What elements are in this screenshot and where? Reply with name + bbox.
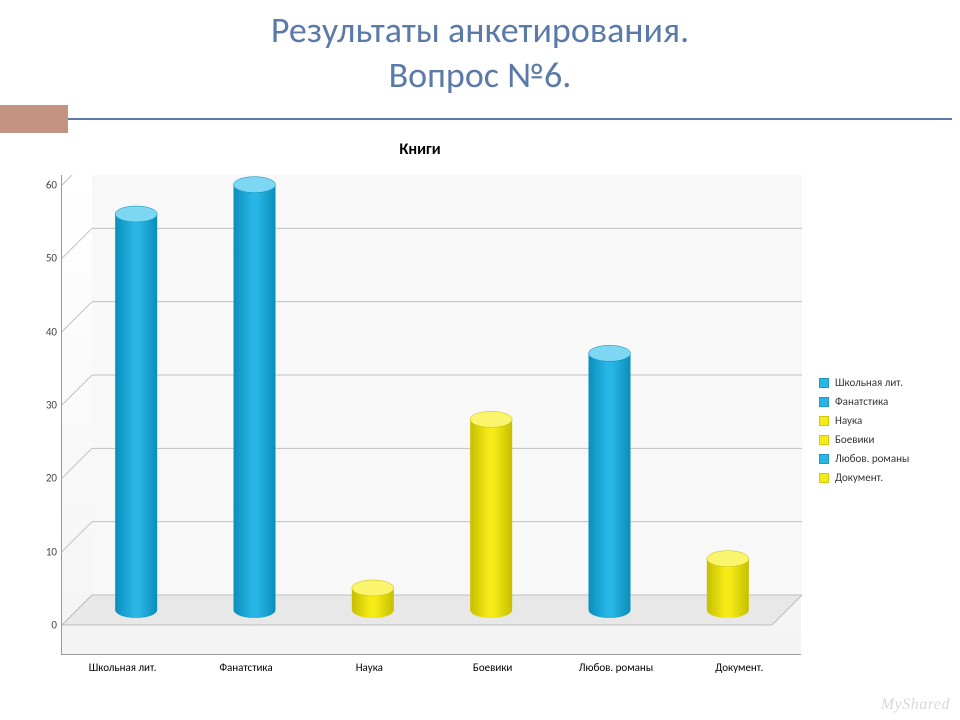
y-axis: 0 10 20 30 40 50 60 bbox=[35, 175, 61, 655]
horizontal-rule bbox=[68, 118, 952, 120]
slide-title: Результаты анкетирования. Вопрос №6. bbox=[0, 0, 960, 98]
corner-accent bbox=[0, 105, 68, 133]
legend-label: Наука bbox=[835, 414, 862, 427]
x-axis-label: Документ. bbox=[678, 657, 801, 674]
chart-title: Книги bbox=[0, 140, 960, 159]
y-tick-label: 50 bbox=[46, 252, 57, 265]
chart-area: 0 10 20 30 40 50 60 Школьная лит. Фанатстика Нау… bbox=[35, 175, 909, 655]
y-tick-label: 0 bbox=[51, 619, 57, 632]
chart-svg bbox=[62, 175, 802, 655]
legend-item: Документ. bbox=[819, 471, 909, 484]
bar-cylinder bbox=[470, 411, 512, 618]
legend-swatch bbox=[819, 397, 829, 407]
legend-label: Школьная лит. bbox=[835, 376, 903, 389]
legend-label: Документ. bbox=[835, 471, 883, 484]
plot-area bbox=[61, 175, 801, 655]
bar-cylinder bbox=[115, 206, 157, 618]
x-axis-label: Фанатстика bbox=[184, 657, 307, 674]
bar-top bbox=[470, 411, 512, 427]
legend-item: Боевики bbox=[819, 433, 909, 446]
legend-swatch bbox=[819, 416, 829, 426]
bar-cylinder bbox=[589, 345, 631, 618]
legend-swatch bbox=[819, 378, 829, 388]
x-axis-label: Школьная лит. bbox=[61, 657, 184, 674]
x-axis-labels: Школьная лит.ФанатстикаНаукаБоевикиЛюбов… bbox=[61, 657, 801, 674]
legend-item: Наука bbox=[819, 414, 909, 427]
legend-item: Фанатстика bbox=[819, 395, 909, 408]
legend-item: Школьная лит. bbox=[819, 376, 909, 389]
legend-label: Боевики bbox=[835, 433, 874, 446]
y-tick-label: 30 bbox=[46, 399, 57, 412]
legend: Школьная лит. Фанатстика Наука Боевики Любов… bbox=[819, 370, 909, 490]
legend-swatch bbox=[819, 435, 829, 445]
y-tick-label: 10 bbox=[46, 545, 57, 558]
legend-item: Любов. романы bbox=[819, 452, 909, 465]
bar-top bbox=[707, 551, 749, 567]
watermark: MyShared bbox=[881, 696, 950, 714]
bar-top bbox=[352, 580, 394, 596]
y-tick-label: 40 bbox=[46, 325, 57, 338]
legend-swatch bbox=[819, 473, 829, 483]
y-tick-label: 20 bbox=[46, 472, 57, 485]
bar-top bbox=[115, 206, 157, 222]
bar-cylinder bbox=[234, 177, 276, 618]
title-line1: Результаты анкетирования. bbox=[271, 8, 689, 52]
bar-top bbox=[234, 177, 276, 193]
x-axis-label: Наука bbox=[308, 657, 431, 674]
bar-top bbox=[589, 345, 631, 361]
x-axis-label: Любов. романы bbox=[554, 657, 677, 674]
x-axis-label: Боевики bbox=[431, 657, 554, 674]
legend-label: Фанатстика bbox=[835, 395, 888, 408]
legend-label: Любов. романы bbox=[835, 452, 909, 465]
title-line2: Вопрос №6. bbox=[389, 53, 572, 97]
y-tick-label: 60 bbox=[46, 179, 57, 192]
legend-swatch bbox=[819, 454, 829, 464]
